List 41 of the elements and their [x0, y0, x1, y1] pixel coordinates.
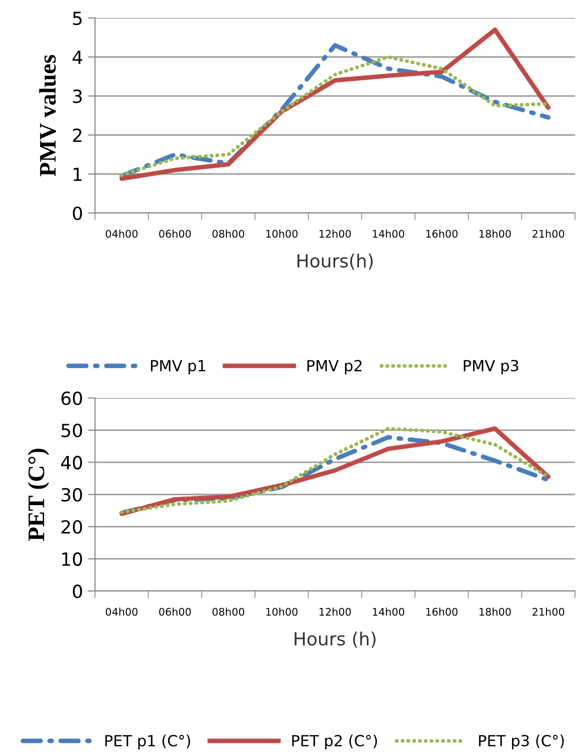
- y-tick-label: 0: [72, 584, 82, 598]
- y-tick-label: 10: [62, 552, 82, 566]
- y-axis-title: PET (C°): [28, 448, 50, 541]
- y-tick-label: 3: [73, 89, 82, 104]
- legend-label: PMV p2: [307, 360, 362, 374]
- x-tick-label: 12h00: [320, 608, 351, 616]
- x-tick-label: 18h00: [480, 230, 511, 238]
- legend-label: PET p3 (C°): [479, 734, 564, 750]
- x-tick-label: 04h00: [106, 230, 138, 238]
- y-tick-label: 1: [74, 168, 82, 181]
- y-tick-label: 20: [62, 520, 82, 534]
- y-tick-label: 0: [72, 206, 82, 220]
- x-tick-label: 14h00: [372, 608, 404, 616]
- x-axis-title: Hours(h): [298, 254, 373, 270]
- x-tick-label: 16h00: [426, 608, 458, 616]
- x-axis-title: Hours (h): [294, 632, 376, 648]
- y-tick-label: 40: [61, 456, 82, 470]
- y-tick-label: 2: [73, 128, 82, 142]
- x-tick-label: 18h00: [480, 608, 511, 616]
- x-tick-label: 10h00: [266, 608, 298, 616]
- x-tick-label: 21h00: [532, 230, 564, 238]
- x-tick-label: 10h00: [266, 230, 298, 238]
- y-tick-label: 60: [61, 391, 82, 406]
- x-tick-label: 08h00: [212, 230, 244, 238]
- legend-label: PET p1 (C°): [105, 734, 190, 750]
- y-tick-label: 50: [62, 424, 82, 438]
- x-tick-label: 06h00: [159, 608, 191, 616]
- legend-label: PET p2 (C°): [292, 734, 377, 750]
- y-tick-label: 5: [73, 12, 82, 26]
- x-tick-label: 12h00: [320, 230, 351, 238]
- x-tick-label: 04h00: [106, 608, 138, 616]
- y-tick-label: 30: [62, 488, 82, 502]
- legend-label: PMV p1: [151, 360, 206, 374]
- y-axis-title: PMV values: [39, 54, 56, 176]
- x-tick-label: 16h00: [426, 230, 458, 238]
- x-tick-label: 14h00: [372, 230, 404, 238]
- x-tick-label: 08h00: [212, 608, 244, 616]
- x-tick-label: 21h00: [532, 608, 564, 616]
- legend-label: PMV p3: [464, 360, 518, 374]
- y-tick-label: 4: [72, 50, 82, 64]
- x-tick-label: 06h00: [159, 230, 191, 238]
